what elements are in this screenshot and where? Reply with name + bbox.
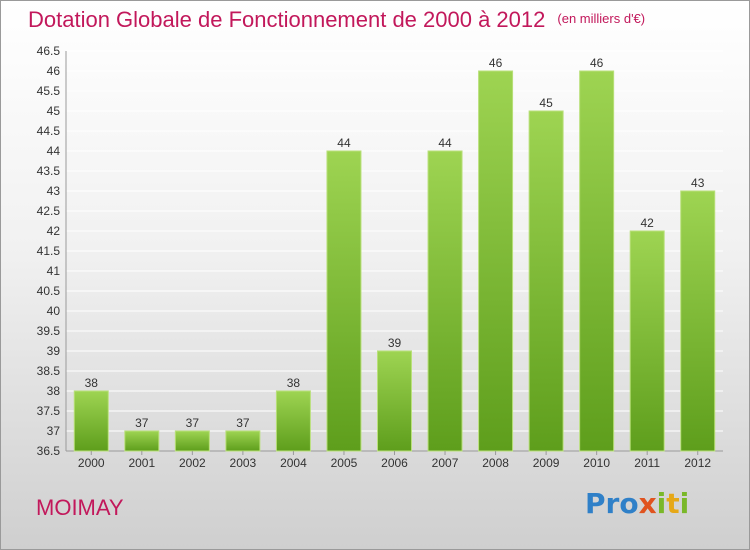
bar (427, 150, 463, 452)
data-label: 38 (287, 376, 301, 390)
chart-title-text: Dotation Globale de Fonctionnement de 20… (28, 7, 546, 32)
y-tick-label: 40 (47, 304, 61, 318)
logo-letter: x (638, 487, 657, 520)
x-tick-label: 2010 (583, 456, 610, 470)
data-label: 43 (691, 176, 705, 190)
data-label: 39 (388, 336, 402, 350)
y-tick-label: 46.5 (37, 44, 61, 58)
logo-letter: i (679, 487, 690, 520)
data-label: 45 (539, 96, 553, 110)
proxiti-logo: Proxiti (585, 487, 695, 527)
bar (629, 230, 665, 452)
y-tick-label: 37 (47, 424, 61, 438)
y-tick-label: 42.5 (37, 204, 61, 218)
x-tick-label: 2007 (432, 456, 459, 470)
bar (579, 70, 615, 452)
y-tick-label: 39 (47, 344, 61, 358)
data-label: 37 (135, 416, 149, 430)
y-tick-label: 42 (47, 224, 61, 238)
x-tick-label: 2005 (331, 456, 358, 470)
logo-letter: P (585, 487, 606, 520)
logo-letter: t (666, 487, 680, 520)
data-label: 38 (85, 376, 99, 390)
x-tick-label: 2006 (381, 456, 408, 470)
bar (377, 350, 412, 452)
bar (225, 430, 261, 452)
y-tick-label: 46 (47, 64, 61, 78)
y-tick-label: 44 (47, 144, 61, 158)
y-tick-label: 39.5 (37, 324, 61, 338)
x-tick-label: 2011 (634, 456, 660, 470)
y-tick-label: 45 (47, 104, 61, 118)
bar (478, 70, 514, 452)
bar (174, 430, 210, 452)
x-tick-label: 2001 (128, 456, 155, 470)
y-tick-label: 43 (47, 184, 61, 198)
x-tick-label: 2009 (533, 456, 560, 470)
data-label: 37 (236, 416, 250, 430)
bar (680, 190, 716, 452)
chart-title: Dotation Globale de Fonctionnement de 20… (28, 7, 645, 33)
x-tick-label: 2002 (179, 456, 206, 470)
y-tick-label: 38 (47, 384, 61, 398)
x-tick-label: 2012 (684, 456, 711, 470)
data-label: 44 (337, 136, 351, 150)
logo-letter: o (619, 487, 639, 520)
y-tick-label: 45.5 (37, 84, 61, 98)
data-label: 44 (438, 136, 452, 150)
y-tick-label: 38.5 (37, 364, 61, 378)
data-label: 37 (186, 416, 200, 430)
y-tick-label: 37.5 (37, 404, 61, 418)
bar (528, 110, 564, 452)
bar (275, 390, 311, 452)
data-label: 46 (489, 56, 503, 70)
bar (326, 150, 362, 452)
x-tick-label: 2004 (280, 456, 307, 470)
x-tick-label: 2008 (482, 456, 509, 470)
y-tick-label: 36.5 (37, 444, 61, 458)
bar (124, 430, 160, 452)
y-tick-label: 44.5 (37, 124, 61, 138)
commune-name: MOIMAY (36, 495, 124, 520)
x-tick-label: 2003 (230, 456, 257, 470)
data-label: 46 (590, 56, 604, 70)
y-tick-label: 41.5 (37, 244, 61, 258)
y-tick-label: 43.5 (37, 164, 61, 178)
y-tick-label: 41 (47, 264, 61, 278)
data-label: 42 (641, 216, 655, 230)
logo-letter: r (605, 487, 620, 520)
chart-subtitle: (en milliers d'€) (557, 11, 646, 26)
y-tick-label: 40.5 (37, 284, 61, 298)
bar (73, 390, 109, 452)
logo-letter: i (656, 487, 667, 520)
x-tick-label: 2000 (78, 456, 105, 470)
